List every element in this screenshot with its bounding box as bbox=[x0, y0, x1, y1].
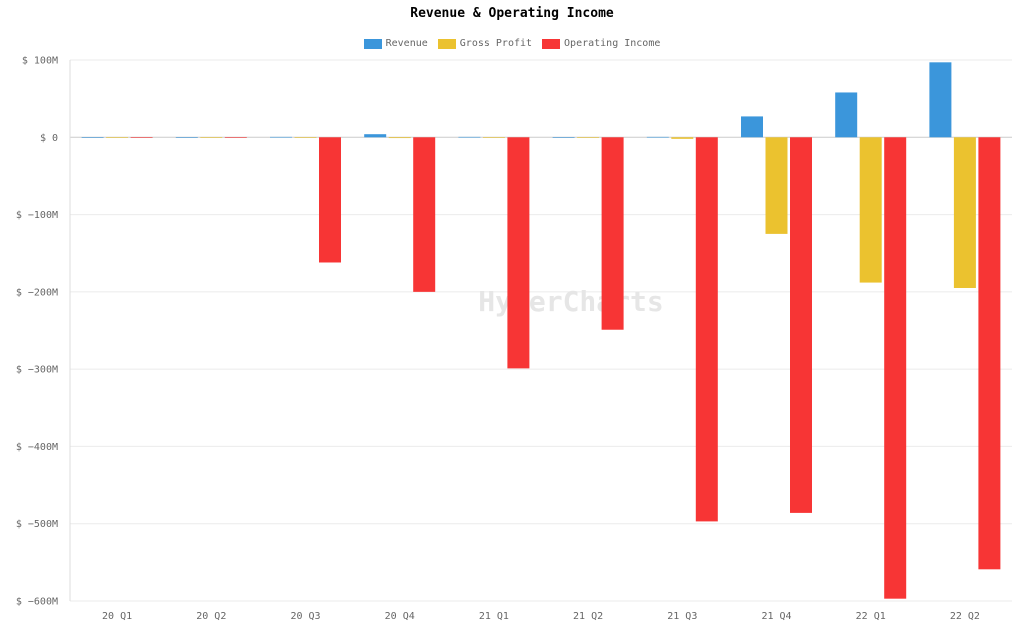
bar-revenue[interactable] bbox=[270, 136, 292, 138]
y-tick-label: $ 0 bbox=[40, 133, 58, 144]
x-tick-label: 20 Q3 bbox=[290, 611, 320, 622]
bar-gross-profit[interactable] bbox=[106, 137, 129, 138]
bar-operating-income[interactable] bbox=[507, 137, 530, 369]
bar-gross-profit[interactable] bbox=[388, 137, 411, 139]
bar-operating-income[interactable] bbox=[224, 137, 247, 138]
x-axis-ticks: 20 Q1 20 Q2 20 Q3 20 Q4 21 Q1 21 Q2 21 Q3 21 Q4… bbox=[102, 611, 980, 622]
y-tick-label: $ −500M bbox=[16, 519, 58, 530]
x-tick-label: 21 Q4 bbox=[761, 611, 791, 622]
bar-revenue[interactable] bbox=[552, 137, 575, 138]
bar-gross-profit[interactable] bbox=[953, 137, 976, 288]
y-tick-label: $ 100M bbox=[22, 56, 58, 67]
bar-operating-income[interactable] bbox=[413, 137, 436, 292]
x-tick-label: 20 Q1 bbox=[102, 611, 132, 622]
y-tick-label: $ −100M bbox=[16, 210, 58, 221]
chart-title: Revenue & Operating Income bbox=[410, 6, 614, 21]
legend-swatch-gross-profit bbox=[437, 38, 456, 49]
bars-layer bbox=[81, 62, 1001, 599]
bar-gross-profit[interactable] bbox=[294, 137, 317, 138]
x-tick-label: 21 Q2 bbox=[573, 611, 603, 622]
legend-swatch-revenue bbox=[363, 38, 382, 49]
bar-revenue[interactable] bbox=[835, 92, 858, 138]
legend-item-revenue[interactable]: Revenue bbox=[363, 38, 428, 49]
legend-item-gross-profit[interactable]: Gross Profit bbox=[437, 38, 533, 49]
bar-operating-income[interactable] bbox=[695, 137, 718, 522]
legend: Revenue Gross Profit Operating Income bbox=[0, 38, 1024, 49]
y-tick-label: $ −400M bbox=[16, 442, 58, 453]
x-tick-label: 22 Q2 bbox=[950, 611, 980, 622]
bar-operating-income[interactable] bbox=[884, 137, 907, 599]
bar-gross-profit[interactable] bbox=[859, 137, 882, 283]
legend-label-revenue: Revenue bbox=[385, 38, 428, 49]
bar-operating-income[interactable] bbox=[978, 137, 1001, 570]
bar-operating-income[interactable] bbox=[790, 137, 812, 513]
x-tick-label: 22 Q1 bbox=[856, 611, 886, 622]
x-tick-label: 20 Q2 bbox=[196, 611, 226, 622]
bar-gross-profit[interactable] bbox=[200, 137, 223, 138]
y-tick-label: $ −300M bbox=[16, 365, 58, 376]
y-tick-label: $ −600M bbox=[16, 597, 58, 608]
bar-gross-profit[interactable] bbox=[482, 137, 505, 138]
x-tick-label: 21 Q1 bbox=[479, 611, 509, 622]
x-tick-label: 21 Q3 bbox=[667, 611, 697, 622]
x-tick-label: 20 Q4 bbox=[385, 611, 415, 622]
bar-revenue[interactable] bbox=[81, 137, 104, 138]
bar-gross-profit[interactable] bbox=[671, 137, 694, 139]
bar-revenue[interactable] bbox=[741, 116, 763, 138]
bar-revenue[interactable] bbox=[458, 136, 481, 138]
bar-gross-profit[interactable] bbox=[577, 137, 600, 138]
bar-gross-profit[interactable] bbox=[765, 137, 788, 234]
bar-revenue[interactable] bbox=[175, 137, 198, 138]
legend-item-operating-income[interactable]: Operating Income bbox=[542, 38, 660, 49]
bar-revenue[interactable] bbox=[929, 62, 952, 138]
y-tick-label: $ −200M bbox=[16, 287, 58, 298]
y-axis-ticks: $ 100M $ 0 $ −100M $ −200M $ −300M $ −400M $ −… bbox=[16, 56, 58, 608]
grid-layer bbox=[69, 59, 1012, 602]
bar-operating-income[interactable] bbox=[319, 137, 341, 263]
legend-label-operating-income: Operating Income bbox=[564, 38, 661, 49]
bar-revenue[interactable] bbox=[364, 134, 387, 138]
legend-label-gross-profit: Gross Profit bbox=[459, 38, 533, 49]
legend-swatch-operating-income bbox=[542, 38, 561, 49]
bar-operating-income[interactable] bbox=[130, 137, 153, 138]
bar-revenue[interactable] bbox=[646, 136, 669, 138]
bar-operating-income[interactable] bbox=[601, 137, 624, 330]
watermark: HyperCharts bbox=[478, 285, 663, 318]
